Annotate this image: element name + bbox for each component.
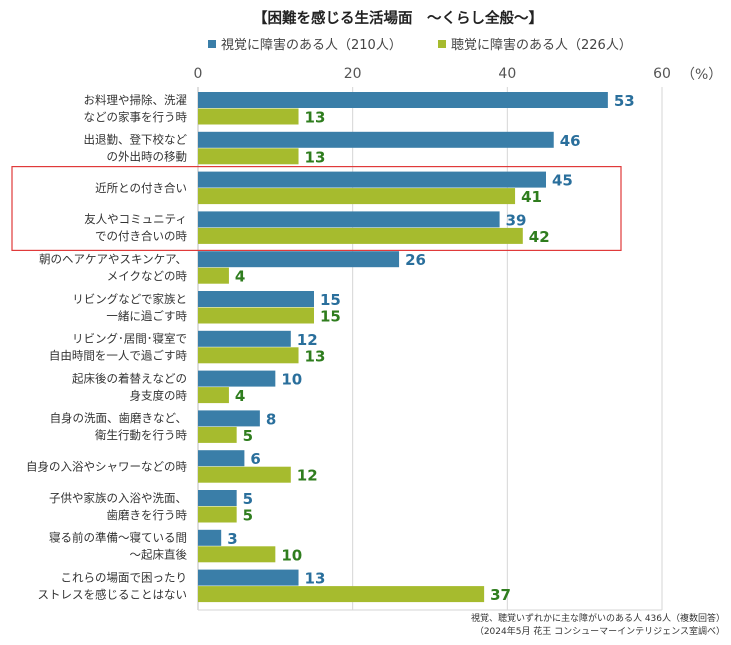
category-label-7-1: 身支度の時 [130,388,188,402]
bar-s0-c4 [198,251,400,268]
x-axis-ticks: 0 20 40 60 [194,66,671,82]
category-label-9-0: 自身の入浴やシャワーなどの時 [26,459,187,473]
category-label-11-0: 寝る前の準備〜寝ている間 [49,531,187,545]
data-labels: 5313461345413942264151512131048561255310… [227,92,635,604]
data-label-s0-c5: 15 [320,291,341,309]
bar-s1-c4 [198,267,229,284]
category-label-10-0: 子供や家族の入浴や洗面、 [49,491,187,505]
footnote: 視覚、聴覚いずれかに主な障がいのある人 436人（複数回答） （2024年5月 … [471,612,725,637]
category-label-11-1: 〜起床直後 [130,548,188,562]
data-label-s0-c3: 39 [506,211,527,229]
highlight-box [11,166,622,252]
legend-label-series-1: 聴覚に障害のある人（226人） [451,37,632,53]
bar-s0-c5 [198,291,314,307]
data-label-s0-c9: 6 [250,450,260,468]
category-label-3-1: での付き合いの時 [95,229,187,243]
footnote-line-1: 視覚、聴覚いずれかに主な障がいのある人 436人（複数回答） [471,612,725,624]
bar-s1-c12 [198,586,485,603]
bar-s1-c10 [198,506,237,523]
data-label-s1-c4: 4 [235,268,245,286]
bar-s1-c9 [198,466,291,483]
legend-swatch-series-1 [438,40,446,48]
bar-s1-c2 [198,188,516,205]
category-label-12-1: ストレスを感じることはない [38,587,188,601]
bar-s1-c5 [198,307,314,324]
x-tick-label-0: 0 [194,66,203,82]
data-label-s1-c11: 10 [281,546,302,564]
category-label-4-0: 朝のヘアケアやスキンケア、 [39,252,187,266]
category-label-1-0: 出退勤、登下校など [84,133,188,147]
data-label-s1-c10: 5 [243,507,253,525]
data-label-s0-c2: 45 [552,172,573,190]
category-label-8-1: 衛生行動を行う時 [95,428,187,442]
bar-s0-c7 [198,370,276,387]
data-label-s1-c8: 5 [243,427,253,445]
category-label-5-1: 一緒に過ごす時 [106,309,187,323]
legend-swatch-series-0 [208,40,216,48]
category-label-2-0: 近所との付き合い [95,181,187,195]
category-label-1-1: の外出時の移動 [107,150,188,164]
x-tick-label-20: 20 [344,66,362,82]
data-label-s0-c8: 8 [266,410,276,428]
data-label-s1-c12: 37 [490,586,511,604]
category-label-10-1: 歯磨きを行う時 [107,508,188,522]
data-label-s0-c11: 3 [227,530,237,548]
bar-s0-c8 [198,410,260,427]
category-label-5-0: リビングなどで家族と [72,292,187,306]
legend-label-series-0: 視覚に障害のある人（210人） [221,37,402,53]
data-label-s0-c10: 5 [243,490,253,508]
bar-s0-c11 [198,529,222,546]
data-label-s1-c1: 13 [305,148,326,166]
data-label-s1-c9: 12 [297,467,318,485]
data-label-s1-c6: 13 [305,347,326,365]
bar-s0-c1 [198,131,554,148]
axis-unit-label: （%） [681,67,722,83]
bars [198,92,608,603]
bar-s0-c12 [198,569,299,586]
category-label-4-1: メイクなどの時 [107,269,188,283]
data-label-s1-c7: 4 [235,387,245,405]
chart-title: 【困難を感じる生活場面 〜くらし全般〜】 [253,9,543,27]
data-label-s0-c1: 46 [560,132,581,150]
x-tick-label-40: 40 [498,66,516,82]
bar-s1-c11 [198,546,276,563]
category-label-12-0: これらの場面で困ったり [61,570,188,584]
bar-s1-c1 [198,148,299,165]
data-label-s0-c4: 26 [405,251,426,269]
bar-s1-c8 [198,426,237,443]
bar-s0-c0 [198,92,608,108]
category-labels: お料理や掃除、洗濯などの家事を行う時出退勤、登下校などの外出時の移動近所との付き… [26,93,187,602]
category-label-8-0: 自身の洗面、歯磨きなど、 [50,411,187,425]
category-label-6-1: 自由時間を一人で過ごす時 [49,349,188,363]
bar-s1-c3 [198,227,523,244]
category-label-0-1: などの家事を行う時 [84,110,188,124]
footnote-line-2: （2024年5月 花王 コンシューマーインテリジェンス室調べ） [475,625,725,637]
highlight-rectangle [11,166,622,252]
bar-s0-c3 [198,211,500,228]
bar-s0-c2 [198,171,546,188]
bar-s1-c0 [198,108,299,125]
data-label-s1-c3: 42 [529,228,550,246]
bar-s1-c6 [198,347,299,364]
data-label-s1-c0: 13 [305,109,326,127]
bar-s0-c6 [198,330,291,347]
category-label-0-0: お料理や掃除、洗濯 [84,93,188,107]
category-label-6-0: リビング･居間･寝室で [72,332,187,346]
data-label-s0-c12: 13 [305,570,326,588]
bar-s0-c9 [198,450,245,467]
category-label-7-0: 起床後の着替えなどの [72,371,187,385]
data-label-s0-c0: 53 [614,92,635,110]
data-label-s0-c6: 12 [297,331,318,349]
legend: 視覚に障害のある人（210人） 聴覚に障害のある人（226人） [208,37,632,53]
data-label-s1-c5: 15 [320,308,341,326]
x-tick-label-60: 60 [653,66,671,82]
bar-s0-c10 [198,490,237,506]
category-label-3-0: 友人やコミュニティ [84,212,187,226]
data-label-s1-c2: 41 [521,188,542,206]
bar-s1-c7 [198,387,229,404]
data-label-s0-c7: 10 [281,371,302,389]
